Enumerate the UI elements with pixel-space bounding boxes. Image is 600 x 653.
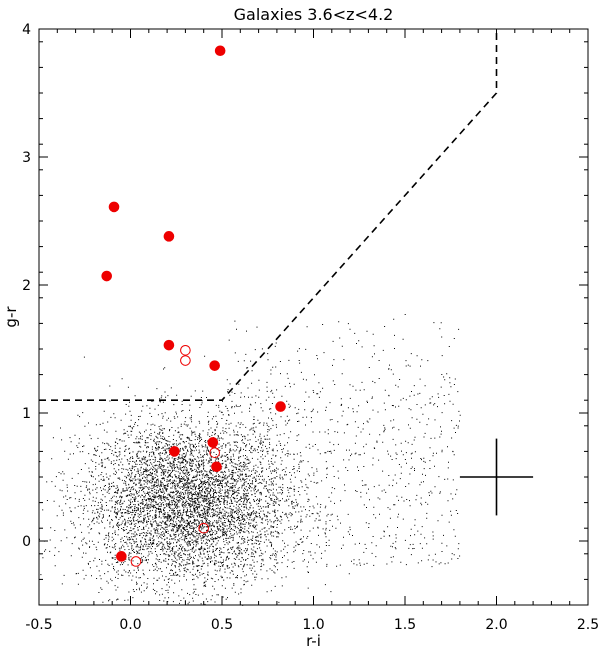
open-point [130,556,142,567]
filled-point [169,446,180,457]
x-tick-label: -0.5 [25,617,52,633]
selection-boundary-line [39,29,498,402]
y-tick-label: 2 [22,278,31,294]
filled-point [207,437,219,448]
x-axis-label: r-i [306,632,321,650]
filled-point [108,201,120,213]
axis-ticks [38,28,589,606]
x-tick-label: 1.5 [394,617,416,633]
filled-point [163,231,175,242]
x-tick-label: 2.0 [485,617,507,633]
filled-point [275,401,286,412]
filled-point [101,270,113,282]
highlight-points [101,45,286,567]
open-point [180,344,191,356]
background-dot-cloud [39,314,461,606]
x-tick-label: 2.5 [577,617,599,633]
y-tick-label: 3 [22,150,31,166]
filled-point [163,339,175,351]
x-tick-label: 0.0 [119,617,141,633]
error-bar [459,438,534,516]
filled-point [116,551,127,562]
open-point [198,522,209,534]
background-points [39,314,461,606]
y-axis-label: g-r [2,306,20,328]
y-tick-label: 0 [22,534,31,550]
tick-labels: -0.5 0.0 0.5 1.0 1.5 2.0 2.5 0 1 2 3 4 [22,22,599,633]
x-tick-label: 0.5 [211,617,233,633]
plot-frame [38,28,589,606]
chart-title: Galaxies 3.6<z<4.2 [234,5,394,24]
filled-point [214,45,226,57]
selection-boundary [39,29,498,402]
open-point [180,355,191,366]
open-point [209,447,220,458]
y-tick-label: 4 [22,22,31,38]
filled-point [211,461,222,473]
y-tick-label: 1 [22,406,31,422]
x-tick-label: 1.0 [302,617,324,633]
filled-point [209,360,220,371]
